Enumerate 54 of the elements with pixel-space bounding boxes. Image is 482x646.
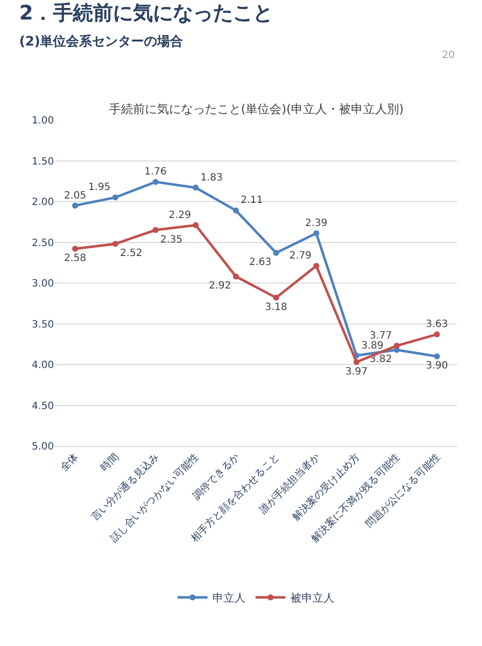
data-label: 2.29 [168,210,191,221]
legend-label: 被申立人 [290,592,334,605]
legend-label: 申立人 [212,592,246,605]
y-tick-label: 2.00 [32,197,54,208]
data-label: 2.11 [240,195,263,206]
data-label: 3.18 [264,302,288,313]
point [434,353,440,360]
y-tick-label: 3.50 [32,319,54,330]
data-label: 3.97 [345,366,368,378]
data-label: 3.63 [426,319,448,330]
data-label: 2.92 [208,280,232,292]
data-label: 1.95 [88,182,111,194]
point [152,178,158,185]
chart-subtitle: (2)単位会系センターの場合 [19,33,184,50]
data-label: 2.39 [305,218,328,230]
point [354,359,360,366]
y-tick-label: 4.00 [32,360,54,371]
chart-title: 2．手続前に気になったこと [19,0,274,24]
point [192,222,199,228]
point [232,273,239,280]
point [273,250,280,256]
data-label: 3.90 [426,360,448,372]
data-label: 3.77 [370,330,392,342]
data-label: 2.52 [120,248,142,260]
text: 手続前に気になったこと(単位会)(申立人・被申立人別) [109,102,404,116]
y-tick-label: 3.00 [32,278,54,290]
point [273,294,280,301]
point [434,331,440,338]
y-tick-label: 5.00 [32,442,54,452]
data-label: 1.83 [200,172,223,184]
point [313,230,320,236]
point [72,246,78,252]
data-label: 2.79 [289,250,312,262]
point [112,240,118,247]
point [72,202,78,209]
point [192,184,199,191]
y-tick-label: 1.00 [32,116,54,126]
x-tick-label: 全体 [58,451,81,474]
data-label: 2.63 [249,257,272,268]
point [112,194,118,200]
data-label: 1.76 [144,166,167,178]
point [394,342,400,349]
y-tick-label: 2.50 [32,238,54,249]
y-tick-label: 1.50 [32,156,54,168]
data-label: 3.89 [361,340,384,352]
x-tick-label: 時間 [98,451,121,474]
point [232,207,239,214]
data-label: 2.35 [160,234,183,246]
point [313,262,320,269]
y-tick-label: 4.50 [32,400,54,412]
text: 20 [442,50,455,61]
point [152,227,158,234]
data-label: 2.05 [64,190,86,202]
data-label: 2.58 [64,253,86,264]
